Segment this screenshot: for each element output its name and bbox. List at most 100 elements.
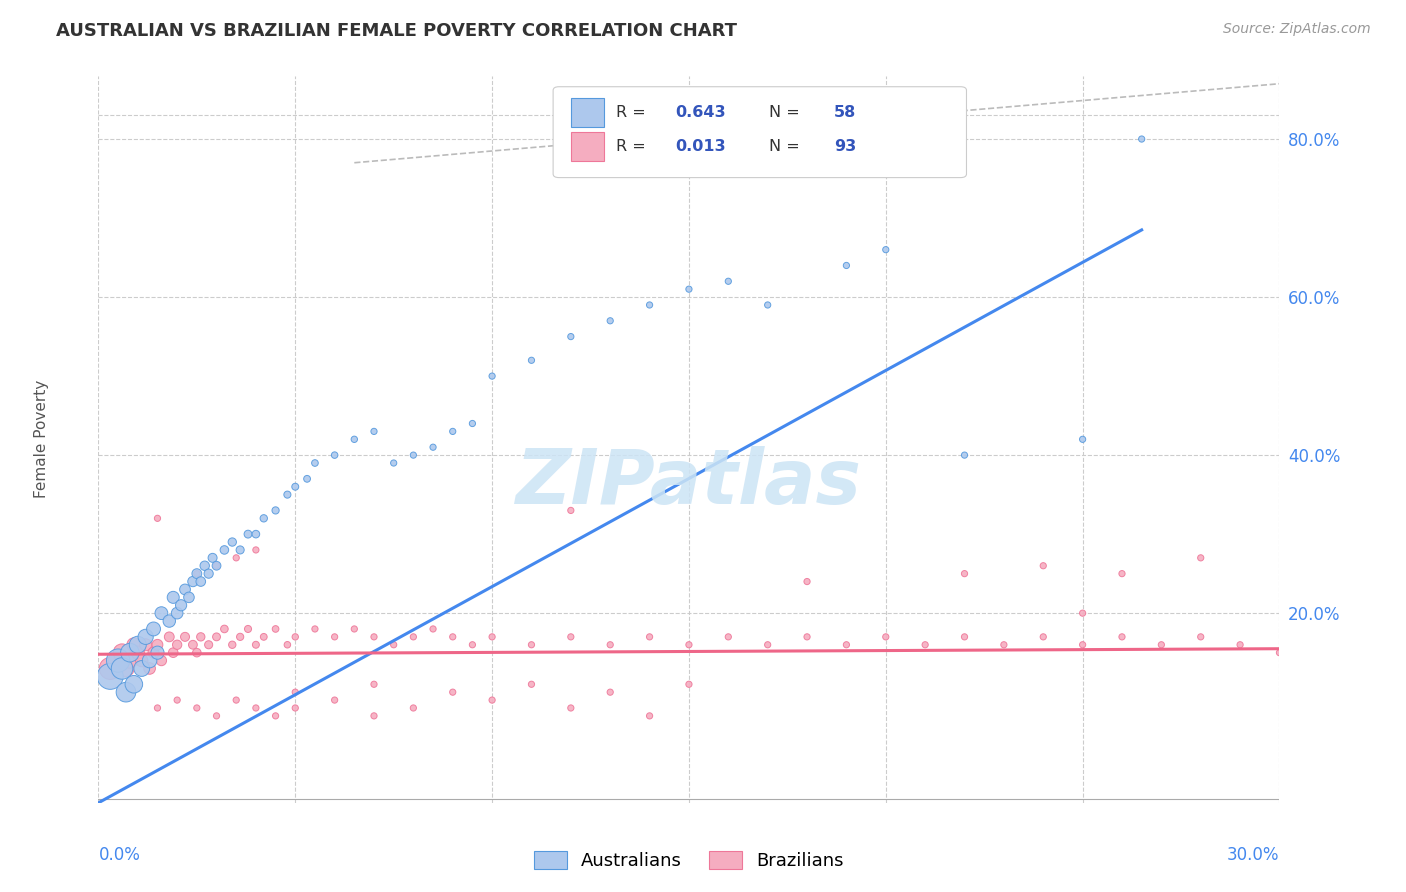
Point xyxy=(993,638,1015,652)
Point xyxy=(402,448,425,462)
Point xyxy=(875,630,897,644)
Point xyxy=(638,298,661,312)
Point xyxy=(205,558,228,573)
Point xyxy=(131,654,153,668)
Point xyxy=(1071,433,1094,447)
Point xyxy=(1032,630,1054,644)
Point xyxy=(717,630,740,644)
Point xyxy=(177,591,200,605)
Point xyxy=(245,527,267,541)
Text: N =: N = xyxy=(769,139,806,153)
Point xyxy=(135,630,157,644)
Point xyxy=(1150,638,1173,652)
Point xyxy=(174,582,197,597)
Point xyxy=(1111,630,1133,644)
Point xyxy=(953,566,976,581)
Point xyxy=(284,685,307,699)
Point xyxy=(599,685,621,699)
Point xyxy=(229,630,252,644)
Point xyxy=(135,638,157,652)
Point xyxy=(146,701,169,715)
Bar xyxy=(571,98,605,128)
Point xyxy=(142,622,165,636)
Point xyxy=(284,630,307,644)
Point xyxy=(229,543,252,558)
Point xyxy=(205,558,228,573)
Point xyxy=(363,677,385,691)
Point xyxy=(1229,638,1251,652)
Point xyxy=(190,630,212,644)
Text: 58: 58 xyxy=(834,105,856,120)
Point xyxy=(170,599,193,613)
Point xyxy=(138,661,160,675)
Point xyxy=(875,243,897,257)
Point xyxy=(796,574,818,589)
Point xyxy=(402,701,425,715)
Point xyxy=(461,417,484,431)
Point xyxy=(131,661,153,675)
Point xyxy=(150,654,173,668)
Text: Source: ZipAtlas.com: Source: ZipAtlas.com xyxy=(1223,22,1371,37)
Point xyxy=(166,638,188,652)
Point xyxy=(363,630,385,644)
Point xyxy=(146,638,169,652)
Point xyxy=(146,646,169,660)
Point xyxy=(343,433,366,447)
Point xyxy=(1032,558,1054,573)
Point xyxy=(162,646,184,660)
Point xyxy=(1071,638,1094,652)
Point xyxy=(422,622,444,636)
Point xyxy=(914,638,936,652)
Point xyxy=(461,638,484,652)
FancyBboxPatch shape xyxy=(553,87,966,178)
Point xyxy=(127,638,149,652)
Point xyxy=(422,440,444,454)
Text: N =: N = xyxy=(769,105,806,120)
Point xyxy=(284,701,307,715)
Point xyxy=(186,701,208,715)
Point xyxy=(520,638,543,652)
Point xyxy=(520,353,543,368)
Text: 93: 93 xyxy=(834,139,856,153)
Point xyxy=(363,709,385,723)
Point xyxy=(197,638,219,652)
Point xyxy=(343,622,366,636)
Point xyxy=(181,638,204,652)
Point xyxy=(122,638,145,652)
Point xyxy=(323,630,346,644)
Point xyxy=(166,693,188,707)
Point xyxy=(111,646,134,660)
Point xyxy=(98,661,121,675)
Point xyxy=(520,677,543,691)
Point xyxy=(201,550,224,565)
Point xyxy=(157,630,180,644)
Point xyxy=(115,685,138,699)
Point xyxy=(1189,630,1212,644)
Point xyxy=(678,282,700,296)
Point xyxy=(264,622,287,636)
Point xyxy=(304,622,326,636)
Text: ZIPatlas: ZIPatlas xyxy=(516,446,862,520)
Point xyxy=(560,503,582,517)
Point xyxy=(304,456,326,470)
Point xyxy=(162,591,184,605)
Point xyxy=(560,701,582,715)
Point xyxy=(98,669,121,683)
Point xyxy=(756,298,779,312)
Text: 0.013: 0.013 xyxy=(675,139,725,153)
Point xyxy=(638,630,661,644)
Point xyxy=(118,646,141,660)
Point xyxy=(122,677,145,691)
Legend: Australians, Brazilians: Australians, Brazilians xyxy=(527,844,851,878)
Point xyxy=(221,535,243,549)
Point xyxy=(214,543,236,558)
Point xyxy=(245,543,267,558)
Text: 0.0%: 0.0% xyxy=(98,847,141,864)
Point xyxy=(205,630,228,644)
Point xyxy=(441,630,464,644)
Point xyxy=(678,677,700,691)
Point xyxy=(835,638,858,652)
Point xyxy=(111,661,134,675)
Point xyxy=(441,425,464,439)
Point xyxy=(717,274,740,288)
